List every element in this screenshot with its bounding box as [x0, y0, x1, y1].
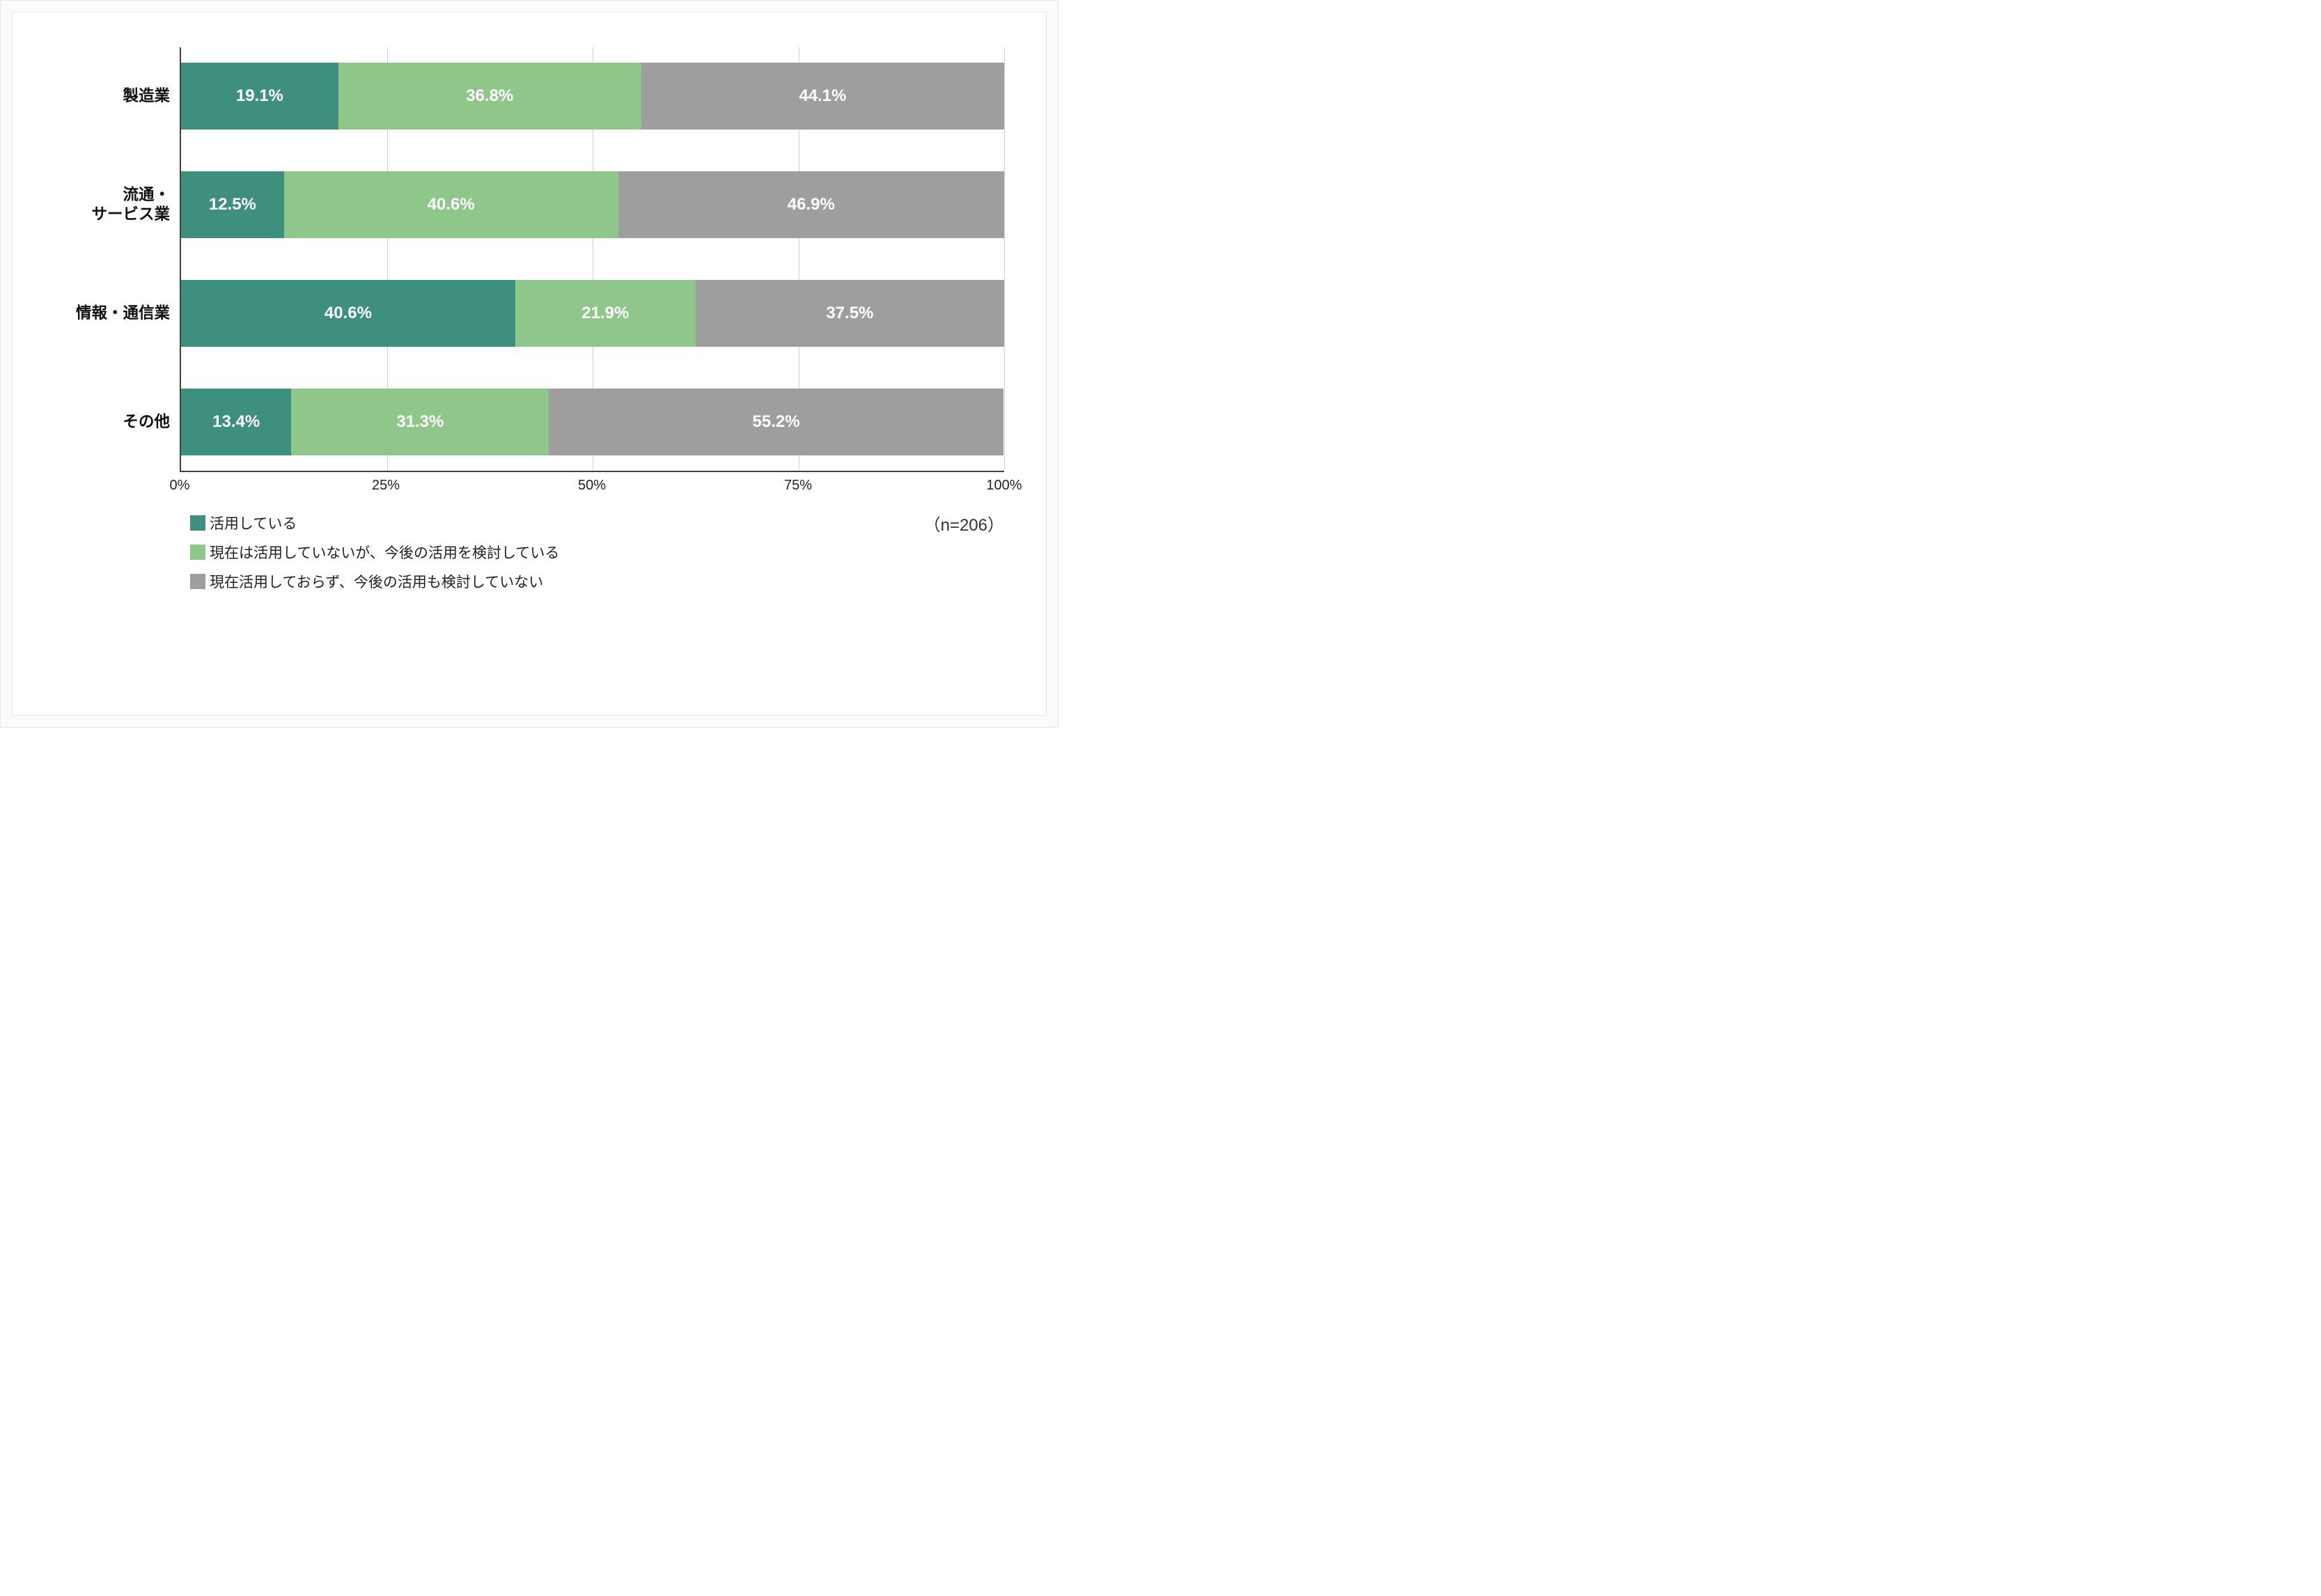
x-tick: 0% — [170, 478, 190, 494]
legend-label: 現在は活用していないが、今後の活用を検討している — [210, 542, 559, 563]
plot-region: 19.1%36.8%44.1%12.5%40.6%46.9%40.6%21.9%… — [180, 47, 1004, 472]
legend-swatch — [190, 545, 205, 560]
x-tick: 75% — [784, 478, 812, 494]
category-label: 情報・通信業 — [54, 280, 180, 347]
bar-segment: 12.5% — [181, 171, 284, 238]
bar-segment: 44.1% — [641, 63, 1004, 130]
legend-label: 活用している — [210, 513, 297, 533]
bar-segment: 37.5% — [696, 280, 1004, 347]
legend-label: 現在活用しておらず、今後の活用も検討していない — [210, 571, 543, 592]
chart-footer: 活用している 現在は活用していないが、今後の活用を検討している 現在活用しておら… — [190, 513, 1004, 592]
bar-segment: 21.9% — [515, 280, 696, 347]
sample-size: （n=206） — [924, 511, 1004, 535]
bar-segment: 36.8% — [338, 63, 641, 130]
bar-row: 40.6%21.9%37.5% — [181, 280, 1004, 347]
bar-segment: 31.3% — [291, 389, 549, 455]
bar-segment: 55.2% — [549, 389, 1003, 455]
chart-panel: 製造業 流通・ サービス業 情報・通信業 その他 19.1%36.8%44.1%… — [12, 12, 1047, 716]
legend-swatch — [190, 574, 205, 589]
legend-item: 活用している — [190, 513, 1004, 533]
x-tick: 50% — [578, 478, 606, 494]
bar-segment: 19.1% — [181, 63, 338, 130]
chart-area: 製造業 流通・ サービス業 情報・通信業 その他 19.1%36.8%44.1%… — [54, 47, 1004, 592]
chart-outer-frame: 製造業 流通・ サービス業 情報・通信業 その他 19.1%36.8%44.1%… — [0, 0, 1058, 728]
category-label: その他 — [54, 389, 180, 455]
x-tick: 100% — [986, 478, 1022, 494]
bar-segment: 40.6% — [284, 171, 618, 238]
bar-segment: 13.4% — [181, 389, 291, 455]
legend-item: 現在活用しておらず、今後の活用も検討していない — [190, 571, 1004, 592]
legend-item: 現在は活用していないが、今後の活用を検討している — [190, 542, 1004, 563]
x-axis: 0% 25% 50% 75% 100% — [180, 472, 1004, 500]
bar-row: 13.4%31.3%55.2% — [181, 389, 1004, 455]
bar-segment: 40.6% — [181, 280, 515, 347]
plot-wrap: 製造業 流通・ サービス業 情報・通信業 その他 19.1%36.8%44.1%… — [54, 47, 1004, 472]
legend: 活用している 現在は活用していないが、今後の活用を検討している 現在活用しておら… — [190, 513, 1004, 592]
bar-row: 19.1%36.8%44.1% — [181, 63, 1004, 130]
bar-segment: 46.9% — [618, 171, 1004, 238]
legend-swatch — [190, 515, 205, 531]
bars-container: 19.1%36.8%44.1%12.5%40.6%46.9%40.6%21.9%… — [181, 63, 1004, 455]
bar-row: 12.5%40.6%46.9% — [181, 171, 1004, 238]
x-tick: 25% — [372, 478, 400, 494]
category-label: 流通・ サービス業 — [54, 171, 180, 238]
category-label: 製造業 — [54, 63, 180, 130]
y-axis-labels: 製造業 流通・ サービス業 情報・通信業 その他 — [54, 47, 180, 472]
gridline — [1004, 47, 1005, 471]
